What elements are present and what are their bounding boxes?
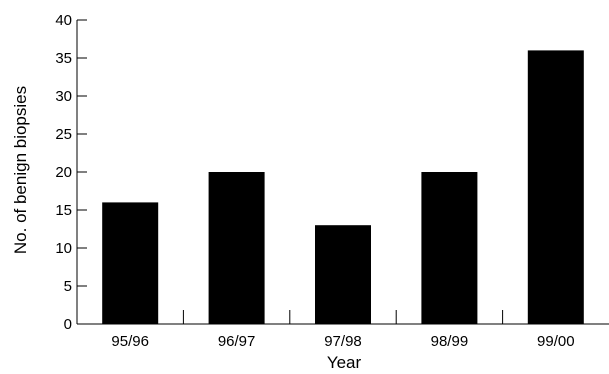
y-tick-label: 30	[55, 88, 72, 105]
y-tick-label: 0	[64, 316, 72, 333]
y-tick-label: 10	[55, 240, 72, 257]
x-axis: 95/96 96/97 97/98 98/99 99/00	[77, 310, 609, 350]
y-tick-label: 25	[55, 126, 72, 143]
x-tick-label: 98/99	[431, 333, 469, 350]
x-tick-label: 95/96	[111, 333, 149, 350]
bar-98-99	[421, 172, 478, 324]
bar-96-97	[208, 172, 265, 324]
x-axis-title: Year	[327, 353, 362, 372]
x-tick-label: 97/98	[324, 333, 362, 350]
y-axis: 0 5 10 15 20 25 30 35 40	[55, 12, 87, 333]
y-tick-label: 40	[55, 12, 72, 29]
y-tick-label: 20	[55, 164, 72, 181]
bar-97-98	[315, 225, 371, 324]
x-tick-label: 99/00	[537, 333, 575, 350]
y-axis-title: No. of benign biopsies	[11, 86, 30, 254]
bar-99-00	[527, 50, 584, 325]
y-tick-label: 35	[55, 50, 72, 67]
y-tick-label: 15	[55, 202, 72, 219]
x-tick-label: 96/97	[218, 333, 256, 350]
bars	[102, 50, 584, 325]
bar-95-96	[102, 202, 159, 324]
y-tick-label: 5	[64, 278, 72, 295]
